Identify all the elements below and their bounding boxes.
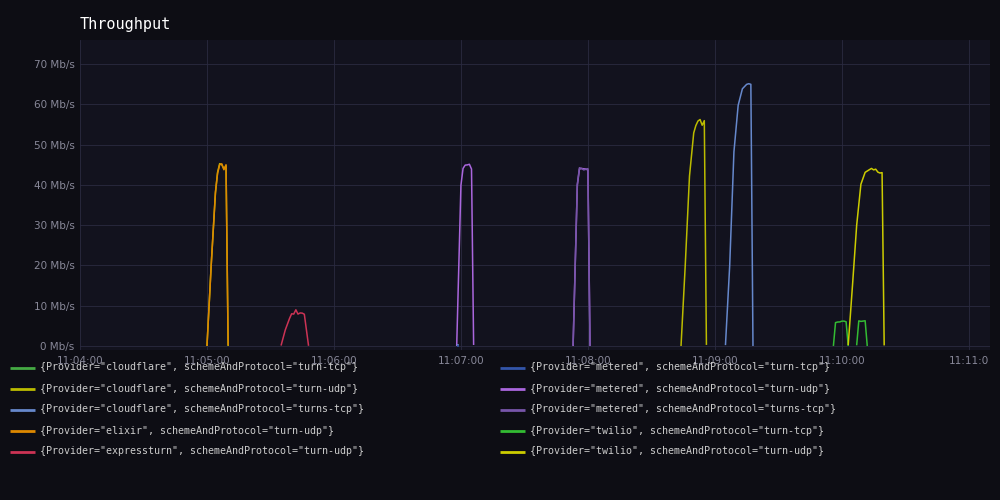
Text: {Provider="metered", schemeAndProtocol="turn-tcp"}: {Provider="metered", schemeAndProtocol="… [530,362,830,372]
Text: {Provider="elixir", schemeAndProtocol="turn-udp"}: {Provider="elixir", schemeAndProtocol="t… [40,426,334,436]
Text: Throughput: Throughput [80,17,171,32]
Text: {Provider="expressturn", schemeAndProtocol="turn-udp"}: {Provider="expressturn", schemeAndProtoc… [40,446,364,456]
Text: {Provider="twilio", schemeAndProtocol="turn-udp"}: {Provider="twilio", schemeAndProtocol="t… [530,446,824,456]
Text: {Provider="twilio", schemeAndProtocol="turn-tcp"}: {Provider="twilio", schemeAndProtocol="t… [530,426,824,436]
Text: {Provider="metered", schemeAndProtocol="turn-udp"}: {Provider="metered", schemeAndProtocol="… [530,384,830,394]
Text: {Provider="cloudflare", schemeAndProtocol="turn-tcp"}: {Provider="cloudflare", schemeAndProtoco… [40,362,358,372]
Text: {Provider="cloudflare", schemeAndProtocol="turn-udp"}: {Provider="cloudflare", schemeAndProtoco… [40,384,358,394]
Text: {Provider="metered", schemeAndProtocol="turns-tcp"}: {Provider="metered", schemeAndProtocol="… [530,404,836,414]
Text: {Provider="cloudflare", schemeAndProtocol="turns-tcp"}: {Provider="cloudflare", schemeAndProtoco… [40,404,364,414]
